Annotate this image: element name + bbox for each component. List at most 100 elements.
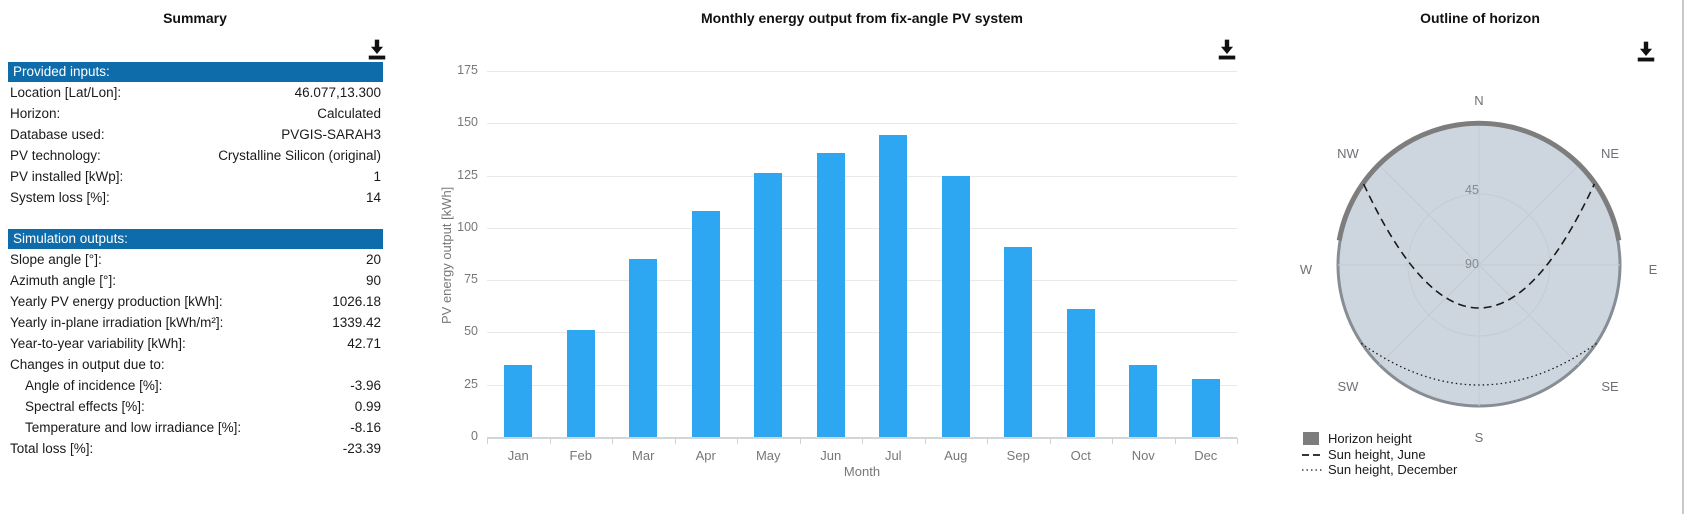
compass-n: N [1474,93,1483,108]
y-tick-label: 50 [464,324,478,339]
row-label: Location [Lat/Lon]: [10,85,122,100]
x-tick-mark [799,438,801,444]
x-tick-label: Jul [884,448,902,463]
x-axis-title: Month [843,464,881,479]
y-tick-label: 125 [457,167,478,182]
x-tick-label: Dec [1194,448,1218,463]
legend-label-sun-june: Sun height, June [1328,447,1426,462]
table-row: Yearly in-plane irradiation [kWh/m²]: 133… [8,312,383,333]
horizon-height-line [1336,120,1622,241]
x-tick-mark [674,438,676,444]
table-row: Angle of incidence [%]: -3.96 [8,375,383,396]
y-tick-label: 100 [457,219,478,234]
y-tick-label: 75 [464,272,478,287]
gridline [487,332,1237,334]
x-tick-label: Apr [695,448,716,463]
radial-tick-45: 45 [1465,183,1479,197]
gridline [487,175,1237,177]
download-icon[interactable] [1635,40,1657,62]
x-tick-mark [1112,438,1113,444]
table-row: Slope angle [°]: 20 [8,249,383,270]
legend-swatch-horizon-height [1303,432,1319,445]
row-value: 20 [365,252,381,267]
row-label: Angle of incidence [%]: [25,378,163,393]
row-value: -8.16 [350,420,381,435]
gridline [487,384,1237,386]
table-row: System loss [%]: 14 [8,187,383,208]
x-tick-mark [924,438,926,444]
table-row: Year-to-year variability [kWh]: 42.71 [8,333,383,354]
row-value: 1 [373,169,381,184]
bar-mar [629,259,658,437]
summary-table: Provided inputs: Location [Lat/Lon]: 46.07… [8,62,383,459]
row-value: 42.71 [347,336,381,351]
bar-oct [1066,309,1095,437]
table-row: Azimuth angle [°]: 90 [8,270,383,291]
x-tick-mark [987,438,988,444]
x-tick-mark [549,438,551,444]
x-tick-mark [1174,438,1176,444]
bar-sep [1004,246,1033,437]
x-tick-label: Mar [632,448,655,463]
table-row: Temperature and low irradiance [%]: -8.16 [8,417,383,438]
row-value: PVGIS-SARAH3 [281,127,381,142]
row-label: PV technology: [10,148,101,163]
bar-jan [504,364,533,437]
row-label: Yearly PV energy production [kWh]: [10,294,223,309]
x-tick-label: Oct [1070,448,1091,463]
table-row: PV technology: Crystalline Silicon (origi… [8,145,383,166]
x-tick-label: Feb [569,448,592,463]
row-value: 46.077,13.300 [294,85,381,100]
gridline [487,123,1237,125]
polar-spokes [1338,124,1620,406]
x-tick-mark [612,438,613,444]
horizon-title: Outline of horizon [1420,10,1540,26]
row-value: -23.39 [342,441,381,456]
x-tick-label: Sep [1006,448,1030,463]
compass-se: SE [1601,379,1619,394]
summary-title: Summary [163,10,227,26]
row-value: 0.99 [354,399,381,414]
x-tick-mark [1237,438,1238,444]
bar-dec [1191,379,1220,437]
x-tick-label: Nov [1131,448,1155,463]
horizon-legend: Horizon height Sun height, June Sun heig… [1302,431,1458,477]
sun-height-december-line [1360,342,1598,386]
download-icon[interactable] [366,38,388,60]
row-value: 1339.42 [332,315,381,330]
row-label: Total loss [%]: [10,441,94,456]
gridline [487,227,1237,229]
sun-height-june-line [1362,183,1596,309]
download-icon[interactable] [1216,38,1238,60]
y-tick-label: 0 [471,429,478,443]
gridline [487,280,1237,282]
y-tick-label: 25 [464,376,478,391]
table-row: Horizon: Calculated [8,103,383,124]
bar-jun [816,152,845,437]
bar-jul [879,134,908,437]
row-value: Crystalline Silicon (original) [218,148,381,163]
bar-feb [566,330,595,437]
table-row: Changes in output due to: [8,354,383,375]
legend-label-sun-december: Sun height, December [1328,462,1458,477]
x-tick-mark [737,438,738,444]
compass-nw: NW [1337,146,1359,161]
compass-ne: NE [1601,146,1619,161]
row-label: Slope angle [°]: [10,252,102,267]
row-value: -3.96 [350,378,381,393]
bar-aug [941,175,970,437]
table-section-header: Simulation outputs: [8,229,383,249]
x-tick-label: Jan [507,448,529,463]
row-label: Horizon: [10,106,61,121]
polar-ring-45 [1407,193,1551,337]
table-row: Spectral effects [%]: 0.99 [8,396,383,417]
row-label: Year-to-year variability [kWh]: [10,336,186,351]
row-label: Azimuth angle [°]: [10,273,116,288]
gridline [487,71,1237,72]
x-tick-label: Aug [944,448,968,463]
x-tick-label: May [755,448,781,463]
row-label: Changes in output due to: [10,357,165,372]
row-label: Temperature and low irradiance [%]: [25,420,242,435]
panel-right-border [1682,0,1684,514]
